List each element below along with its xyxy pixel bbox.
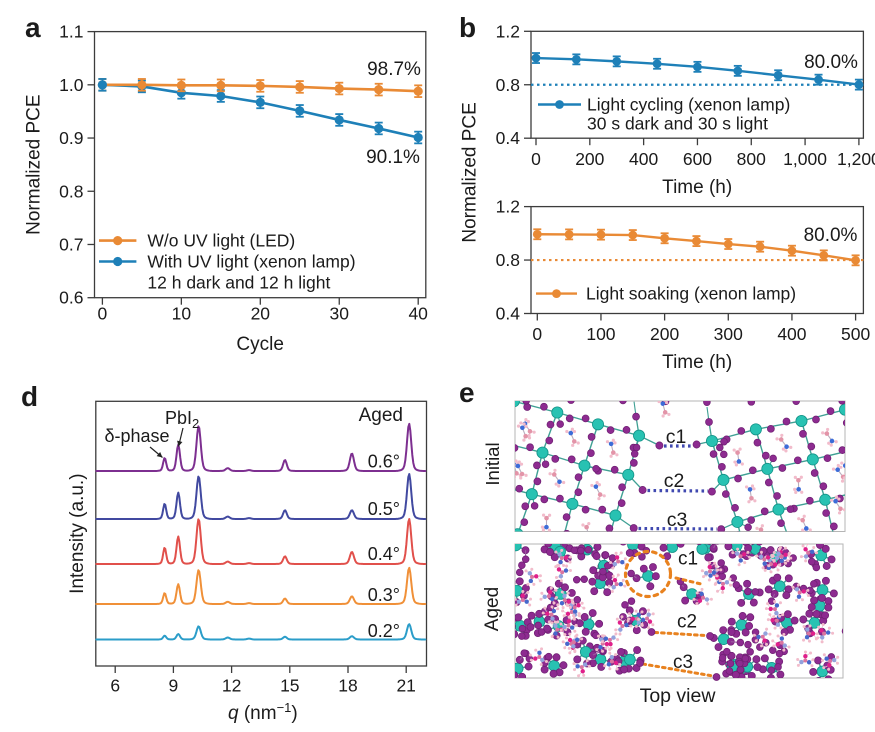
svg-text:Normalized PCE: Normalized PCE — [460, 102, 481, 242]
svg-text:0.7: 0.7 — [59, 234, 83, 254]
svg-text:With UV light (xenon lamp): With UV light (xenon lamp) — [147, 252, 355, 272]
svg-text:Normalized PCE: Normalized PCE — [24, 94, 45, 234]
svg-text:Intensity (a.u.): Intensity (a.u.) — [67, 473, 88, 593]
svg-text:12 h dark and 12 h light: 12 h dark and 12 h light — [147, 273, 330, 293]
svg-text:0.8: 0.8 — [59, 181, 83, 201]
svg-text:e: e — [459, 377, 475, 408]
svg-text:400: 400 — [629, 149, 658, 169]
svg-text:30 s dark and 30 s light: 30 s dark and 30 s light — [587, 114, 768, 134]
svg-text:Light soaking (xenon lamp): Light soaking (xenon lamp) — [586, 284, 796, 304]
svg-text:15: 15 — [280, 676, 299, 696]
svg-text:200: 200 — [650, 324, 679, 344]
svg-text:0.2°: 0.2° — [368, 621, 400, 641]
svg-text:Top view: Top view — [640, 685, 717, 707]
svg-text:Aged: Aged — [482, 587, 503, 631]
svg-text:0.4: 0.4 — [496, 304, 521, 324]
svg-text:20: 20 — [251, 304, 271, 324]
svg-text:1.0: 1.0 — [59, 75, 84, 95]
svg-text:c1: c1 — [666, 426, 687, 448]
svg-text:b: b — [459, 12, 476, 43]
svg-text:Time (h): Time (h) — [662, 352, 732, 373]
svg-text:100: 100 — [586, 324, 615, 344]
svg-text:Cycle: Cycle — [236, 334, 284, 355]
svg-text:1.2: 1.2 — [496, 197, 520, 217]
svg-text:c1: c1 — [678, 549, 698, 570]
svg-text:0: 0 — [531, 149, 541, 169]
svg-text:0.8: 0.8 — [496, 250, 520, 270]
svg-text:500: 500 — [841, 324, 870, 344]
svg-text:6: 6 — [110, 676, 120, 696]
svg-text:c3: c3 — [667, 509, 688, 531]
svg-text:0: 0 — [532, 324, 542, 344]
svg-text:80.0%: 80.0% — [804, 225, 858, 246]
svg-text:c2: c2 — [677, 612, 697, 633]
svg-text:18: 18 — [338, 676, 357, 696]
svg-text:600: 600 — [683, 149, 712, 169]
svg-text:200: 200 — [575, 149, 604, 169]
svg-text:Aged: Aged — [359, 405, 403, 426]
svg-text:0.8: 0.8 — [496, 75, 520, 95]
svg-text:1.2: 1.2 — [496, 21, 520, 41]
svg-text:1,000: 1,000 — [783, 149, 827, 169]
svg-text:d: d — [21, 381, 38, 412]
svg-text:1.1: 1.1 — [59, 22, 83, 42]
svg-text:0.4: 0.4 — [496, 128, 521, 148]
svg-text:9: 9 — [169, 676, 179, 696]
svg-text:98.7%: 98.7% — [367, 59, 421, 80]
svg-text:400: 400 — [777, 324, 806, 344]
svg-text:δ-phase: δ-phase — [104, 426, 169, 446]
svg-text:W/o UV light (LED): W/o UV light (LED) — [147, 231, 295, 251]
svg-text:0.9: 0.9 — [59, 128, 83, 148]
svg-text:80.0%: 80.0% — [804, 52, 858, 73]
svg-text:0.3°: 0.3° — [368, 585, 400, 605]
svg-text:0.6°: 0.6° — [368, 452, 400, 472]
svg-text:10: 10 — [172, 304, 192, 324]
svg-text:30: 30 — [330, 304, 350, 324]
svg-text:c2: c2 — [664, 470, 685, 492]
svg-text:1,200: 1,200 — [837, 149, 875, 169]
svg-text:Initial: Initial — [482, 442, 503, 485]
svg-text:Light cycling (xenon lamp): Light cycling (xenon lamp) — [587, 95, 790, 115]
svg-text:0.6: 0.6 — [59, 288, 83, 308]
svg-text:300: 300 — [714, 324, 743, 344]
svg-text:a: a — [25, 12, 41, 43]
svg-text:40: 40 — [408, 304, 428, 324]
svg-text:90.1%: 90.1% — [366, 147, 420, 168]
svg-text:800: 800 — [737, 149, 766, 169]
svg-text:0: 0 — [98, 304, 108, 324]
svg-text:0.5°: 0.5° — [368, 499, 400, 519]
svg-text:0.4°: 0.4° — [368, 544, 400, 564]
svg-text:12: 12 — [222, 676, 241, 696]
svg-text:Time (h): Time (h) — [662, 177, 732, 198]
svg-text:c3: c3 — [673, 652, 693, 673]
svg-text:21: 21 — [396, 676, 415, 696]
svg-text:PbI2: PbI2 — [165, 408, 199, 431]
